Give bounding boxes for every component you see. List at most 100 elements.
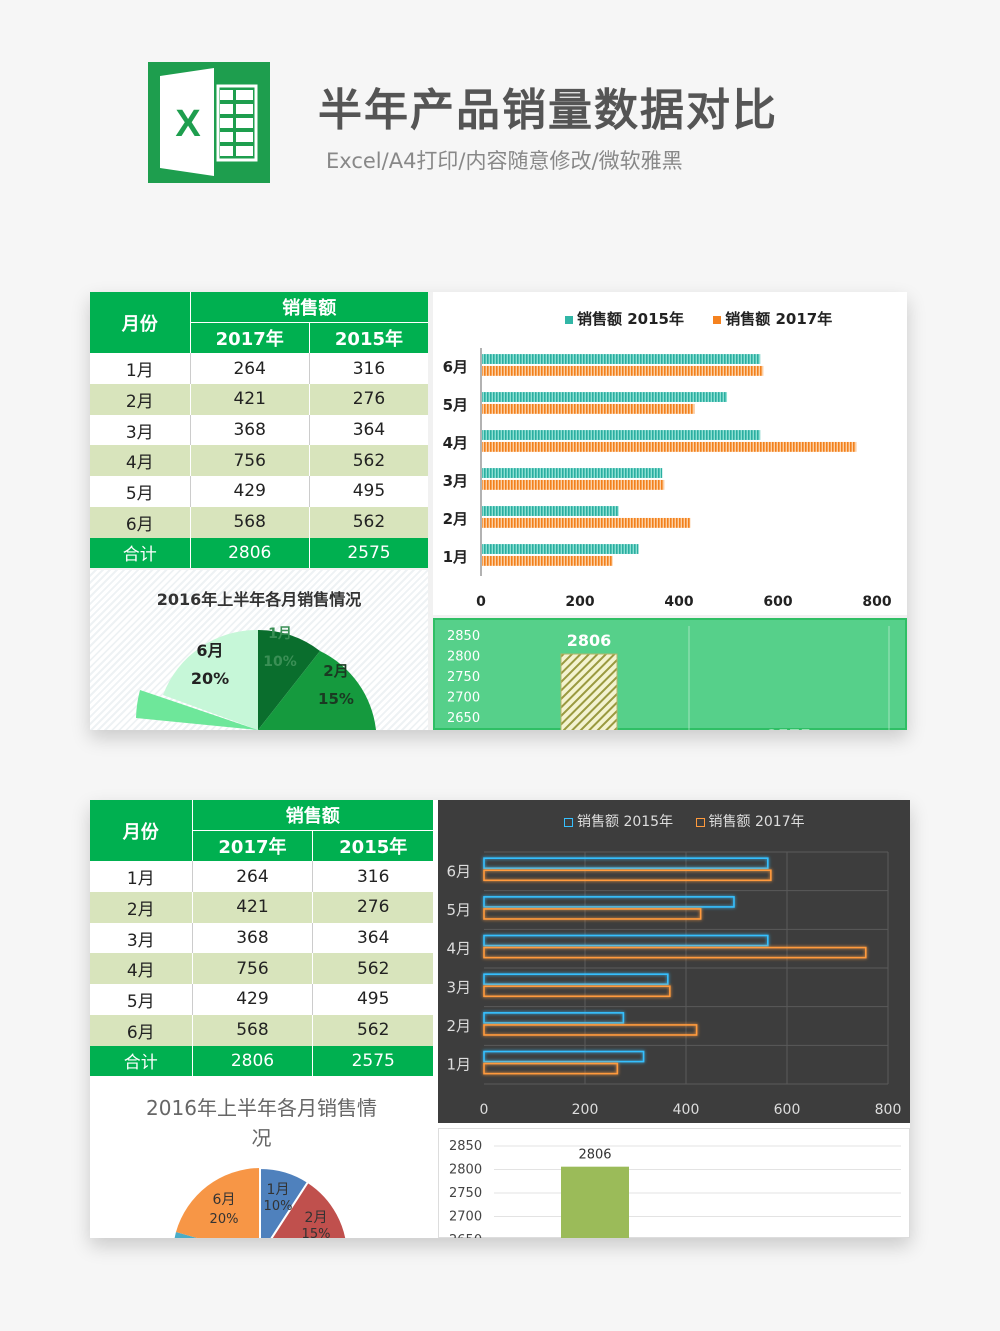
legend-label-2017: 销售额 2017年 — [725, 310, 833, 328]
table-row: 2月 421 276 — [90, 384, 428, 415]
bar-2017 — [483, 869, 772, 882]
value-2015-cell: 562 — [312, 1014, 433, 1046]
legend-swatch-2015 — [564, 817, 573, 827]
value-2015-cell: 316 — [308, 353, 428, 385]
bar-2015 — [482, 354, 761, 364]
bar-2017 — [482, 403, 695, 414]
total-2017: 2806 — [191, 1045, 313, 1077]
totals-chart-panel: 2850 2800 2750 2700 2650 2806 2575 — [433, 618, 907, 730]
table-row: 3月 368 364 — [90, 414, 428, 446]
x-tick-label: 200 — [572, 1102, 599, 1118]
y-tick-label: 3月 — [443, 472, 468, 490]
legend-swatch-2017 — [695, 817, 705, 827]
table-row: 6月 568 562 — [90, 506, 428, 538]
month-cell: 3月 — [90, 414, 190, 446]
total-row: 合计 2806 2575 — [90, 1045, 433, 1077]
pie-slice-2 — [270, 1180, 348, 1238]
pie-slice-5 — [136, 690, 258, 730]
pie-chart-2: 1月 10% 2月 15% 6月 20% — [174, 1166, 348, 1238]
value-2017-cell: 568 — [189, 506, 310, 538]
y-tick-label: 3月 — [446, 978, 471, 996]
x-tick-label: 0 — [480, 1102, 489, 1118]
pie-title-line2: 况 — [251, 1126, 272, 1150]
legend-label-2015: 销售额 2015年 — [577, 814, 674, 830]
table-row: 6月 568 562 — [90, 1014, 433, 1046]
bar-2015 — [483, 1050, 645, 1063]
value-2017-cell: 756 — [189, 445, 310, 477]
y-tick-label: 2700 — [447, 691, 480, 706]
table-row: 3月 368 364 — [90, 922, 433, 954]
month-header: 月份 — [90, 800, 192, 862]
value-2015-cell: 276 — [308, 384, 428, 415]
pie-chart: 1月 10% 2月 15% 6月 20% — [136, 626, 376, 730]
value-2015-cell: 562 — [308, 445, 428, 477]
value-2015-cell: 364 — [312, 922, 433, 954]
bar-2015 — [482, 544, 639, 554]
value-2015-cell: 495 — [308, 476, 428, 507]
legend-swatch-2015 — [565, 315, 573, 324]
pie-panel-2: 2016年上半年各月销售情 况 1月 10% 2月 15% 6月 20% — [90, 1078, 433, 1238]
bar-2015 — [483, 857, 769, 870]
legend-label-2015: 销售额 2015年 — [577, 310, 684, 328]
month-cell: 6月 — [90, 1014, 192, 1046]
y-tick-label: 6月 — [446, 862, 471, 880]
total-bar — [560, 653, 618, 730]
data-label: 2806 — [567, 631, 612, 650]
y-tick-label: 2月 — [443, 510, 468, 528]
y-tick-label: 2850 — [447, 629, 480, 644]
x-tick-label: 800 — [862, 594, 891, 610]
y-tick-label: 5月 — [443, 396, 468, 414]
value-2015-cell: 364 — [308, 414, 428, 446]
chart-legend-dark: 销售额 2015年 销售额 2017年 — [564, 811, 805, 831]
col-2015-header: 2015年 — [312, 830, 433, 862]
value-2017-cell: 368 — [189, 414, 310, 446]
total-label: 合计 — [90, 1045, 192, 1077]
value-2017-cell: 264 — [189, 353, 310, 385]
pie-label-1: 1月 — [268, 626, 292, 642]
pie-slice-5 — [174, 1232, 197, 1238]
value-2017-cell: 756 — [191, 953, 313, 985]
month-cell: 2月 — [90, 892, 192, 923]
y-tick-label: 2650 — [447, 711, 480, 726]
pie-label-1-pct: 10% — [263, 654, 297, 670]
bar-2017 — [482, 517, 691, 528]
bar-2017 — [483, 946, 867, 959]
bar-2017 — [482, 555, 613, 566]
value-2015-cell: 276 — [312, 892, 433, 923]
y-tick-label: 2650 — [449, 1233, 482, 1238]
y-tick-label: 2月 — [446, 1017, 471, 1035]
bar-2015 — [483, 934, 769, 947]
pie-title: 2016年上半年各月销售情况 — [156, 590, 362, 609]
bar-2017 — [482, 441, 857, 452]
pie-label-6-pct: 20% — [191, 669, 229, 688]
value-2017-cell: 421 — [191, 892, 313, 923]
table-row: 2月 421 276 — [90, 892, 433, 923]
value-2017-cell: 264 — [191, 861, 313, 893]
total-row: 合计 2806 2575 — [90, 537, 428, 569]
y-tick-label: 2800 — [447, 650, 480, 665]
bar-2015 — [482, 430, 761, 440]
dark-bar-chart-panel: 销售额 2015年 销售额 2017年 6月 5月 4月 3月 2月 1月 0 200 400 6… — [438, 800, 910, 1123]
table-row: 4月 756 562 — [90, 953, 433, 985]
bar-2017 — [483, 1062, 619, 1075]
y-tick-label: 5月 — [446, 901, 471, 919]
month-cell: 5月 — [90, 984, 192, 1015]
pie2-label-2: 2月 — [305, 1210, 328, 1226]
pie-panel: 2016年上半年各月销售情况 1月 10% 2月 15% 6月 20% — [90, 570, 428, 730]
month-cell: 5月 — [90, 476, 190, 507]
totals-bar-chart: 2850 2800 2750 2700 2650 2806 2575 — [447, 626, 890, 730]
table-row: 1月 264 316 — [90, 353, 428, 385]
y-tick-label: 2750 — [449, 1186, 482, 1201]
bar-2015 — [483, 973, 669, 986]
page-title: 半年产品销量数据对比 — [318, 85, 778, 136]
month-cell: 4月 — [90, 445, 190, 477]
total-2015: 2575 — [308, 537, 428, 569]
y-tick-label: 1月 — [446, 1056, 471, 1074]
bar-2017 — [483, 908, 702, 920]
data-label: 2575 — [767, 726, 812, 730]
totals-bar-chart-2: 2850280027502700265028062575 — [449, 1139, 901, 1238]
value-2017-cell: 429 — [191, 984, 313, 1015]
bar-2017 — [482, 365, 764, 376]
pie2-label-2-pct: 15% — [302, 1227, 331, 1238]
pie-label-2-pct: 15% — [318, 690, 354, 708]
